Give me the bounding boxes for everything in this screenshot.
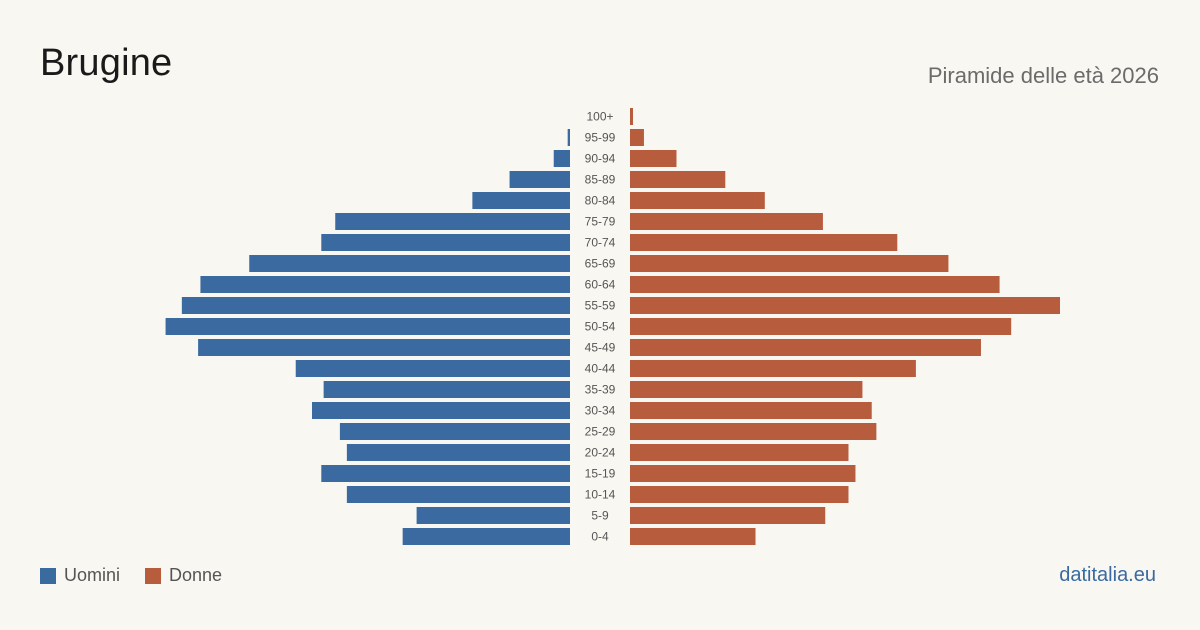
bar-men-40-44: [295, 360, 570, 377]
bar-men-15-19: [321, 465, 570, 482]
legend-item-women: Donne: [145, 565, 222, 586]
legend-label-women: Donne: [169, 565, 223, 585]
bar-women-100+: [630, 108, 633, 125]
bar-women-55-59: [630, 297, 1060, 314]
bar-women-25-29: [630, 423, 877, 440]
bar-men-90-94: [553, 150, 570, 167]
bar-women-35-39: [630, 381, 863, 398]
age-label-25-29: 25-29: [585, 425, 616, 439]
age-label-20-24: 20-24: [585, 446, 616, 460]
bar-men-20-24: [346, 444, 570, 461]
legend-swatch-men: [40, 567, 56, 584]
bar-men-85-89: [509, 171, 570, 188]
age-label-95-99: 95-99: [585, 131, 616, 145]
bar-women-5-9: [630, 507, 826, 524]
bar-women-70-74: [630, 234, 898, 251]
bar-women-40-44: [630, 360, 916, 377]
age-label-40-44: 40-44: [585, 362, 616, 376]
bar-women-80-84: [630, 192, 765, 209]
bar-women-45-49: [630, 339, 981, 356]
legend-label-men: Uomini: [64, 565, 121, 585]
age-label-100+: 100+: [586, 110, 613, 124]
bar-men-25-29: [339, 423, 570, 440]
age-label-45-49: 45-49: [585, 341, 616, 355]
age-label-35-39: 35-39: [585, 383, 616, 397]
bar-men-45-49: [198, 339, 571, 356]
bar-women-15-19: [630, 465, 856, 482]
age-label-10-14: 10-14: [585, 488, 616, 502]
bar-men-65-69: [249, 255, 571, 272]
bar-men-35-39: [323, 381, 570, 398]
age-label-0-4: 0-4: [591, 530, 609, 544]
chart-subtitle: Piramide delle età 2026: [927, 63, 1159, 88]
bar-men-0-4: [402, 528, 570, 545]
age-label-75-79: 75-79: [585, 215, 616, 229]
legend-item-men: Uomini: [40, 565, 120, 586]
bar-men-70-74: [321, 234, 570, 251]
age-label-15-19: 15-19: [585, 467, 616, 481]
age-label-80-84: 80-84: [585, 194, 616, 208]
bar-women-10-14: [630, 486, 849, 503]
bar-men-5-9: [416, 507, 570, 524]
legend-swatch-women: [145, 567, 162, 584]
bar-men-75-79: [335, 213, 570, 230]
bar-women-30-34: [630, 402, 872, 419]
bar-men-30-34: [312, 402, 570, 419]
bar-women-50-54: [630, 318, 1012, 335]
bar-men-80-84: [472, 192, 570, 209]
source-link[interactable]: datitalia.eu: [1059, 564, 1156, 586]
bar-women-20-24: [630, 444, 849, 461]
bar-women-60-64: [630, 276, 1000, 293]
age-label-90-94: 90-94: [585, 152, 616, 166]
age-label-5-9: 5-9: [591, 509, 609, 523]
bar-women-90-94: [630, 150, 677, 167]
bar-women-85-89: [630, 171, 726, 188]
legend: Uomini Donne: [40, 565, 247, 586]
chart-title: Brugine: [40, 42, 173, 84]
bar-men-10-14: [346, 486, 570, 503]
age-label-55-59: 55-59: [585, 299, 616, 313]
bar-men-55-59: [181, 297, 571, 314]
bar-men-50-54: [165, 318, 570, 335]
bar-women-75-79: [630, 213, 823, 230]
age-label-60-64: 60-64: [585, 278, 616, 292]
age-label-30-34: 30-34: [585, 404, 616, 418]
bar-women-95-99: [630, 129, 644, 146]
bar-men-60-64: [200, 276, 570, 293]
age-label-50-54: 50-54: [585, 320, 616, 334]
bar-women-65-69: [630, 255, 949, 272]
age-label-70-74: 70-74: [585, 236, 616, 250]
age-label-65-69: 65-69: [585, 257, 616, 271]
bar-men-95-99: [567, 129, 570, 146]
bar-women-0-4: [630, 528, 756, 545]
age-label-85-89: 85-89: [585, 173, 616, 187]
